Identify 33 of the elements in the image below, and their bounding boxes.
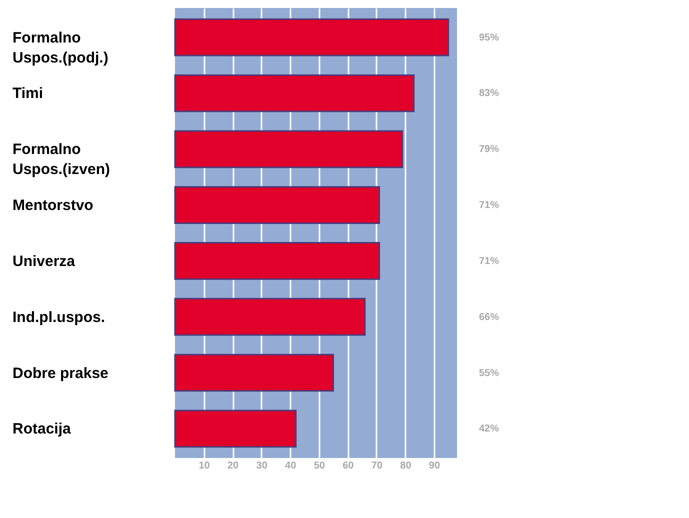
bar <box>174 410 297 448</box>
x-tick-label: 80 <box>400 460 412 472</box>
x-tick-label: 50 <box>314 460 326 472</box>
y-tick-label: Formalno Uspos.(izven) <box>12 141 110 178</box>
bar <box>174 298 366 336</box>
x-tick-label: 10 <box>198 460 210 472</box>
y-tick-label: Ind.pl.uspos. <box>12 308 105 326</box>
x-tick-label: 30 <box>256 460 268 472</box>
x-tick-label: 60 <box>342 460 354 472</box>
bar <box>174 74 415 112</box>
y-tick-label: Dobre prakse <box>12 364 108 382</box>
data-label: 55% <box>479 368 500 379</box>
data-label: 66% <box>479 312 500 323</box>
x-tick-label: 40 <box>285 460 297 472</box>
bar <box>174 130 404 168</box>
x-tick-label: 20 <box>227 460 240 472</box>
y-tick-label: Timi <box>12 85 44 102</box>
y-tick-label: Rotacija <box>12 420 72 438</box>
bar <box>174 242 380 280</box>
x-tick-label: 70 <box>371 460 383 472</box>
y-tick-label: Mentorstvo <box>12 197 94 214</box>
y-tick-label: Univerza <box>12 252 76 270</box>
x-tick-label: 90 <box>428 460 440 472</box>
bar <box>174 186 380 224</box>
data-label: 71% <box>479 200 500 212</box>
bar <box>174 354 334 392</box>
data-label: 83% <box>479 88 500 100</box>
bar <box>174 18 450 56</box>
data-label: 79% <box>479 144 500 156</box>
y-tick-label: Formalno Uspos.(podj.) <box>12 29 108 66</box>
data-label: 95% <box>479 32 500 44</box>
data-label: 71% <box>479 256 500 267</box>
data-label: 42% <box>479 424 500 435</box>
